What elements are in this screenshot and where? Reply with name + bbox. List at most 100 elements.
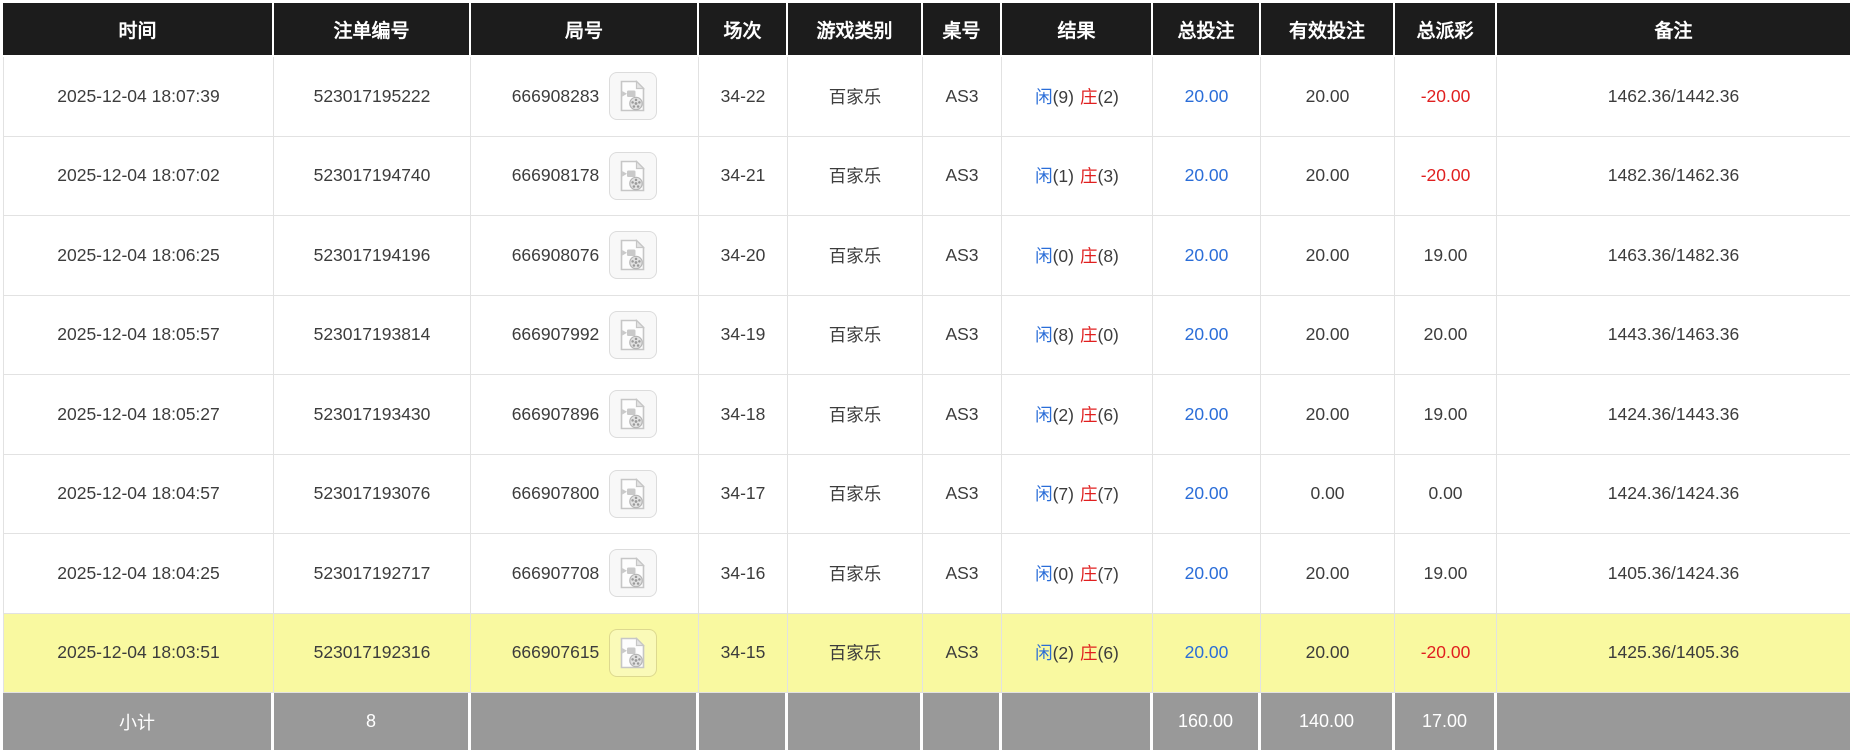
player-score: (0) — [1052, 563, 1074, 584]
cell-total-bet: 20.00 — [1153, 57, 1261, 137]
cell-bet-id: 523017195222 — [274, 57, 471, 137]
subtotal-total-payout: 17.00 — [1395, 693, 1497, 750]
cell-valid-bet: 20.00 — [1261, 57, 1395, 137]
video-replay-icon — [615, 396, 651, 432]
cell-result: 闲(2) 庄(6) — [1002, 613, 1153, 693]
cell-game-type: 百家乐 — [788, 534, 923, 614]
video-replay-icon — [615, 78, 651, 114]
column-header-total-payout: 总派彩 — [1395, 3, 1497, 57]
video-replay-button[interactable] — [609, 469, 658, 518]
cell-bet-id: 523017193076 — [274, 454, 471, 534]
cell-valid-bet: 20.00 — [1261, 613, 1395, 693]
video-replay-button[interactable] — [609, 151, 658, 200]
subtotal-label: 小计 — [3, 693, 274, 750]
cell-total-bet: 20.00 — [1153, 534, 1261, 614]
banker-score: (6) — [1097, 404, 1119, 425]
banker-score: (2) — [1097, 86, 1119, 107]
round-number: 666908178 — [511, 165, 600, 186]
cell-table-no: AS3 — [923, 613, 1002, 693]
cell-total-bet: 20.00 — [1153, 375, 1261, 455]
cell-time: 2025-12-04 18:07:02 — [3, 136, 274, 216]
cell-round-id: 666908076 — [471, 216, 699, 296]
column-header-round-id: 局号 — [471, 3, 699, 57]
video-replay-button[interactable] — [609, 549, 658, 598]
cell-total-bet: 20.00 — [1153, 136, 1261, 216]
video-replay-icon — [615, 158, 651, 194]
total-bet-value[interactable]: 20.00 — [1184, 324, 1229, 345]
column-header-valid-bet: 有效投注 — [1261, 3, 1395, 57]
cell-game-type: 百家乐 — [788, 216, 923, 296]
cell-round-id: 666907708 — [471, 534, 699, 614]
player-score: (2) — [1052, 404, 1074, 425]
video-replay-button[interactable] — [609, 72, 658, 121]
total-bet-value[interactable]: 20.00 — [1184, 244, 1229, 265]
total-bet-value[interactable]: 20.00 — [1184, 403, 1229, 424]
cell-remark: 1424.36/1443.36 — [1497, 375, 1850, 455]
cell-total-payout: 19.00 — [1395, 534, 1497, 614]
cell-remark: 1405.36/1424.36 — [1497, 534, 1850, 614]
cell-remark: 1443.36/1463.36 — [1497, 295, 1850, 375]
player-score: (0) — [1052, 245, 1074, 266]
player-label: 闲 — [1035, 484, 1053, 505]
banker-label: 庄 — [1080, 643, 1098, 664]
table-row: 2025-12-04 18:07:39 523017195222 666908283… — [3, 57, 1850, 137]
banker-label: 庄 — [1080, 484, 1098, 505]
banker-score: (3) — [1097, 166, 1119, 187]
video-replay-button[interactable] — [609, 628, 658, 677]
cell-total-payout: 0.00 — [1395, 454, 1497, 534]
column-header-game-type: 游戏类别 — [788, 3, 923, 57]
player-label: 闲 — [1035, 86, 1053, 107]
cell-valid-bet: 0.00 — [1261, 454, 1395, 534]
cell-bet-id: 523017192717 — [274, 534, 471, 614]
cell-valid-bet: 20.00 — [1261, 534, 1395, 614]
video-replay-button[interactable] — [609, 390, 658, 439]
header-row: 时间 注单编号 局号 场次 游戏类别 桌号 结果 总投注 有效投注 总派彩 备注 — [3, 3, 1850, 57]
total-bet-value[interactable]: 20.00 — [1184, 562, 1229, 583]
cell-total-payout: 19.00 — [1395, 216, 1497, 296]
player-score: (7) — [1052, 484, 1074, 505]
subtotal-empty-cell — [923, 693, 1002, 750]
video-replay-icon — [615, 476, 651, 512]
cell-game-type: 百家乐 — [788, 57, 923, 137]
total-bet-value[interactable]: 20.00 — [1184, 642, 1229, 663]
table-row: 2025-12-04 18:05:57 523017193814 666907992… — [3, 295, 1850, 375]
cell-bet-id: 523017193814 — [274, 295, 471, 375]
banker-label: 庄 — [1080, 86, 1098, 107]
cell-game-type: 百家乐 — [788, 136, 923, 216]
cell-result: 闲(7) 庄(7) — [1002, 454, 1153, 534]
table-row: 2025-12-04 18:07:02 523017194740 666908178… — [3, 136, 1850, 216]
banker-score: (7) — [1097, 563, 1119, 584]
cell-time: 2025-12-04 18:03:51 — [3, 613, 274, 693]
round-number: 666907800 — [511, 483, 600, 504]
cell-session: 34-16 — [699, 534, 788, 614]
cell-game-type: 百家乐 — [788, 295, 923, 375]
cell-time: 2025-12-04 18:07:39 — [3, 57, 274, 137]
video-replay-button[interactable] — [609, 231, 658, 280]
banker-score: (6) — [1097, 643, 1119, 664]
cell-round-id: 666908178 — [471, 136, 699, 216]
player-score: (2) — [1052, 643, 1074, 664]
cell-result: 闲(0) 庄(7) — [1002, 534, 1153, 614]
banker-score: (7) — [1097, 484, 1119, 505]
cell-game-type: 百家乐 — [788, 375, 923, 455]
total-bet-value[interactable]: 20.00 — [1184, 483, 1229, 504]
cell-valid-bet: 20.00 — [1261, 136, 1395, 216]
column-header-result: 结果 — [1002, 3, 1153, 57]
total-bet-value[interactable]: 20.00 — [1184, 85, 1229, 106]
total-bet-value[interactable]: 20.00 — [1184, 165, 1229, 186]
subtotal-bet-count: 8 — [274, 693, 471, 750]
cell-total-payout: -20.00 — [1395, 57, 1497, 137]
banker-label: 庄 — [1080, 245, 1098, 266]
subtotal-total-bet: 160.00 — [1153, 693, 1261, 750]
cell-bet-id: 523017194196 — [274, 216, 471, 296]
cell-game-type: 百家乐 — [788, 454, 923, 534]
cell-game-type: 百家乐 — [788, 613, 923, 693]
cell-total-bet: 20.00 — [1153, 295, 1261, 375]
video-replay-button[interactable] — [609, 310, 658, 359]
cell-remark: 1463.36/1482.36 — [1497, 216, 1850, 296]
cell-session: 34-22 — [699, 57, 788, 137]
cell-result: 闲(2) 庄(6) — [1002, 375, 1153, 455]
round-number: 666908283 — [511, 85, 600, 106]
subtotal-valid-bet: 140.00 — [1261, 693, 1395, 750]
